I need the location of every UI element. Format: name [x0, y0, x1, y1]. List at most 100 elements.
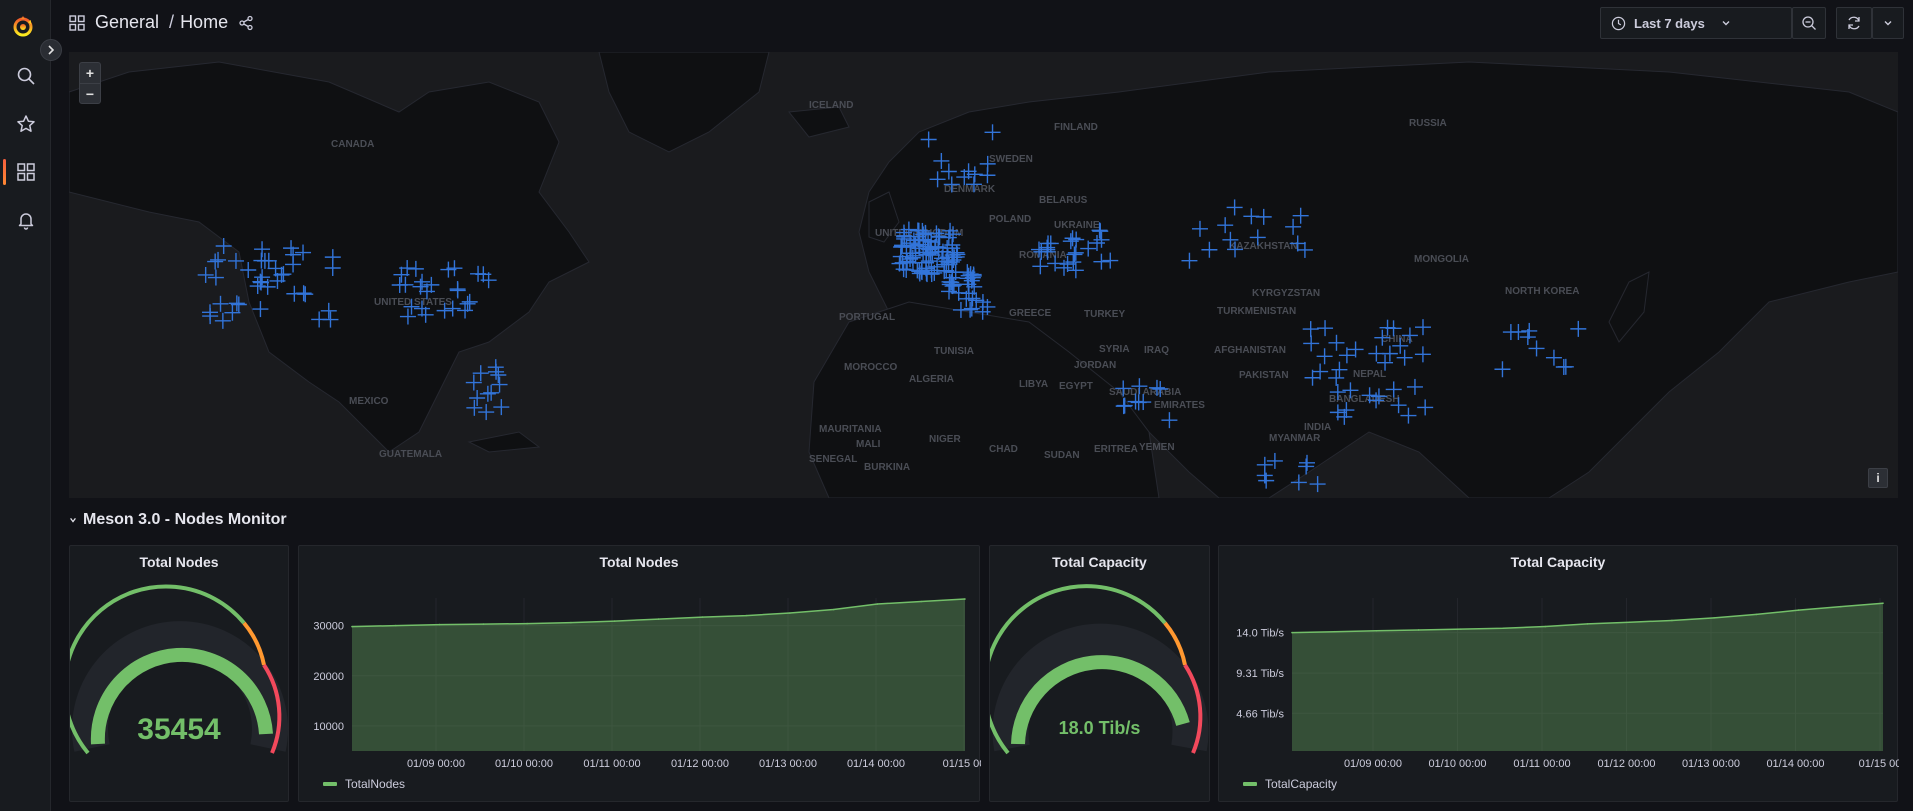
node-location-marker[interactable]: [1148, 379, 1165, 396]
node-location-marker[interactable]: [1255, 208, 1272, 225]
node-location-marker[interactable]: [1302, 321, 1319, 338]
node-location-marker[interactable]: [968, 292, 985, 309]
node-location-marker[interactable]: [910, 228, 927, 245]
node-location-marker[interactable]: [227, 252, 244, 269]
node-location-marker[interactable]: [207, 253, 224, 270]
node-location-marker[interactable]: [956, 169, 973, 186]
node-location-marker[interactable]: [1385, 320, 1402, 337]
node-location-marker[interactable]: [490, 367, 507, 384]
node-location-marker[interactable]: [1414, 319, 1431, 336]
node-location-marker[interactable]: [894, 237, 911, 254]
share-icon[interactable]: [238, 15, 254, 31]
node-location-marker[interactable]: [1227, 241, 1244, 258]
node-location-marker[interactable]: [1031, 241, 1048, 258]
node-location-marker[interactable]: [444, 300, 461, 317]
node-location-marker[interactable]: [1385, 381, 1402, 398]
node-location-marker[interactable]: [1032, 258, 1049, 275]
node-location-marker[interactable]: [1338, 402, 1355, 419]
node-location-marker[interactable]: [470, 265, 487, 282]
expand-menu-button[interactable]: [40, 39, 62, 61]
node-location-marker[interactable]: [212, 295, 229, 312]
node-location-marker[interactable]: [1557, 358, 1574, 375]
node-location-marker[interactable]: [1414, 346, 1431, 363]
refresh-button[interactable]: [1836, 7, 1872, 39]
breadcrumb-dashboard[interactable]: Home: [180, 12, 229, 32]
node-location-marker[interactable]: [1502, 324, 1519, 341]
node-location-marker[interactable]: [1329, 384, 1346, 401]
node-location-marker[interactable]: [1292, 207, 1309, 224]
node-location-marker[interactable]: [1289, 235, 1306, 252]
node-location-marker[interactable]: [230, 296, 247, 313]
node-location-marker[interactable]: [1370, 388, 1387, 405]
node-location-marker[interactable]: [423, 276, 440, 293]
node-location-marker[interactable]: [254, 241, 271, 258]
node-location-marker[interactable]: [1368, 345, 1385, 362]
node-location-marker[interactable]: [1377, 354, 1394, 371]
node-location-marker[interactable]: [936, 263, 953, 280]
node-location-marker[interactable]: [929, 171, 946, 188]
node-location-marker[interactable]: [1115, 380, 1132, 397]
node-location-marker[interactable]: [440, 261, 457, 278]
node-location-marker[interactable]: [446, 260, 463, 277]
breadcrumb-folder[interactable]: General: [95, 12, 160, 32]
node-location-marker[interactable]: [1406, 378, 1423, 395]
node-location-marker[interactable]: [202, 308, 219, 325]
node-location-marker[interactable]: [1331, 361, 1348, 378]
total-capacity-chart-panel[interactable]: Total Capacity 01/09 00:00 01/10 00:00 01/…: [1218, 545, 1899, 802]
node-location-marker[interactable]: [1521, 322, 1538, 339]
node-location-marker[interactable]: [1545, 349, 1562, 366]
node-location-marker[interactable]: [1067, 262, 1084, 279]
node-location-marker[interactable]: [414, 273, 431, 290]
node-location-marker[interactable]: [1062, 233, 1079, 250]
node-location-marker[interactable]: [1065, 254, 1082, 271]
node-location-marker[interactable]: [1401, 327, 1418, 344]
total-nodes-chart-panel[interactable]: Total Nodes 01/09 00:00 01/10 00:00 01/11 …: [298, 545, 981, 802]
node-location-marker[interactable]: [942, 222, 959, 239]
search-nav-item[interactable]: [0, 56, 51, 96]
map-attribution-button[interactable]: i: [1868, 468, 1888, 488]
node-location-marker[interactable]: [1201, 241, 1218, 258]
node-location-marker[interactable]: [939, 249, 956, 266]
node-location-marker[interactable]: [465, 374, 482, 391]
node-location-marker[interactable]: [254, 269, 271, 286]
node-location-marker[interactable]: [1217, 217, 1234, 234]
node-location-marker[interactable]: [436, 302, 453, 319]
node-location-marker[interactable]: [1249, 229, 1266, 246]
node-location-marker[interactable]: [963, 300, 980, 317]
node-location-marker[interactable]: [1226, 199, 1243, 216]
node-location-marker[interactable]: [1368, 392, 1385, 409]
node-location-marker[interactable]: [1256, 456, 1273, 473]
refresh-interval-dropdown[interactable]: [1872, 7, 1904, 39]
dashboards-nav-item[interactable]: [0, 152, 51, 192]
node-location-marker[interactable]: [285, 256, 302, 273]
node-location-marker[interactable]: [1152, 381, 1169, 398]
node-location-marker[interactable]: [1093, 231, 1110, 248]
node-location-marker[interactable]: [249, 278, 266, 295]
node-location-marker[interactable]: [1266, 452, 1283, 469]
node-location-marker[interactable]: [1338, 347, 1355, 364]
node-location-marker[interactable]: [907, 247, 924, 264]
node-location-marker[interactable]: [938, 253, 955, 270]
node-location-marker[interactable]: [929, 258, 946, 275]
starred-nav-item[interactable]: [0, 104, 51, 144]
time-range-picker[interactable]: Last 7 days: [1600, 7, 1792, 39]
node-location-marker[interactable]: [214, 312, 231, 329]
node-location-marker[interactable]: [483, 384, 500, 401]
node-location-marker[interactable]: [1285, 218, 1302, 235]
zoom-out-button[interactable]: −: [80, 83, 100, 103]
node-location-marker[interactable]: [417, 306, 434, 323]
node-location-marker[interactable]: [1066, 246, 1083, 263]
node-location-marker[interactable]: [964, 269, 981, 286]
node-location-marker[interactable]: [1047, 255, 1064, 272]
node-location-marker[interactable]: [979, 167, 996, 184]
node-location-marker[interactable]: [311, 311, 328, 328]
alerting-nav-item[interactable]: [0, 200, 51, 240]
node-location-marker[interactable]: [283, 240, 300, 257]
node-location-marker[interactable]: [1093, 253, 1110, 270]
node-location-marker[interactable]: [1570, 320, 1587, 337]
node-location-marker[interactable]: [1191, 220, 1208, 237]
zoom-in-button[interactable]: +: [85, 65, 95, 81]
node-location-marker[interactable]: [965, 176, 982, 193]
node-location-marker[interactable]: [1336, 408, 1353, 425]
